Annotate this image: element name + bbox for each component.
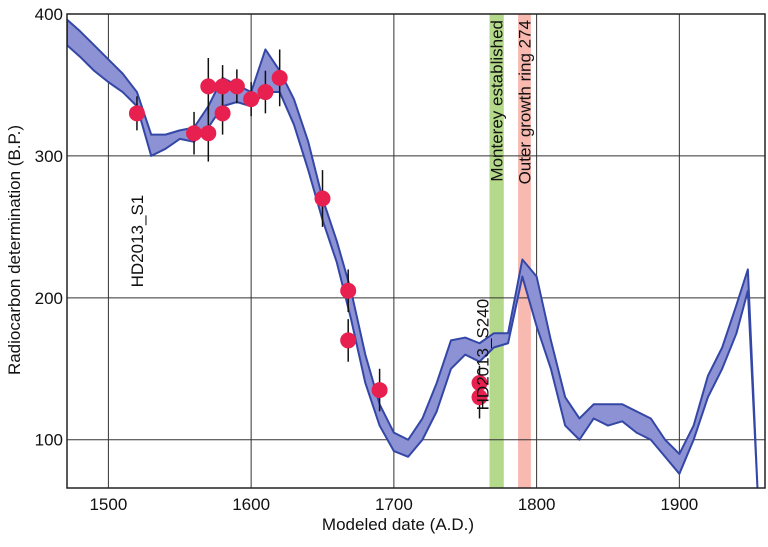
span-label: Monterey established [488, 20, 507, 182]
x-axis-label: Modeled date (A.D.) [322, 515, 474, 534]
y-tick-label: 100 [35, 431, 63, 450]
data-point [371, 382, 388, 399]
data-point [128, 105, 145, 122]
data-point [228, 78, 245, 95]
x-tick-label: 1500 [89, 495, 127, 514]
annotation: HD2013_S1 [128, 195, 147, 288]
data-point [340, 332, 357, 349]
x-tick-label: 1900 [660, 495, 698, 514]
plot-frame [66, 13, 766, 489]
data-point [214, 105, 231, 122]
data-point [214, 78, 231, 95]
data-point [200, 78, 217, 95]
data-point [257, 84, 274, 101]
x-tick-label: 1800 [518, 495, 556, 514]
date-span [489, 14, 504, 488]
data-point [186, 125, 203, 142]
plot-area [67, 14, 765, 488]
annotation: HD2013_S240 [473, 299, 492, 411]
y-tick-label: 400 [35, 5, 63, 24]
data-point [471, 389, 488, 406]
y-tick-label: 200 [35, 289, 63, 308]
plot-marks [67, 18, 759, 488]
data-point [314, 190, 331, 207]
data-point [471, 374, 488, 391]
data-point [200, 125, 217, 142]
data-point [271, 69, 288, 86]
x-tick-label: 1700 [375, 495, 413, 514]
y-axis-label: Radiocarbon determination (B.P.) [5, 125, 24, 375]
span-label: Outer growth ring 274 [515, 20, 534, 184]
calibration-band [67, 18, 759, 488]
data-point [243, 91, 260, 108]
date-span [518, 14, 531, 488]
y-tick-label: 300 [35, 147, 63, 166]
x-tick-label: 1600 [232, 495, 270, 514]
data-point [340, 282, 357, 299]
